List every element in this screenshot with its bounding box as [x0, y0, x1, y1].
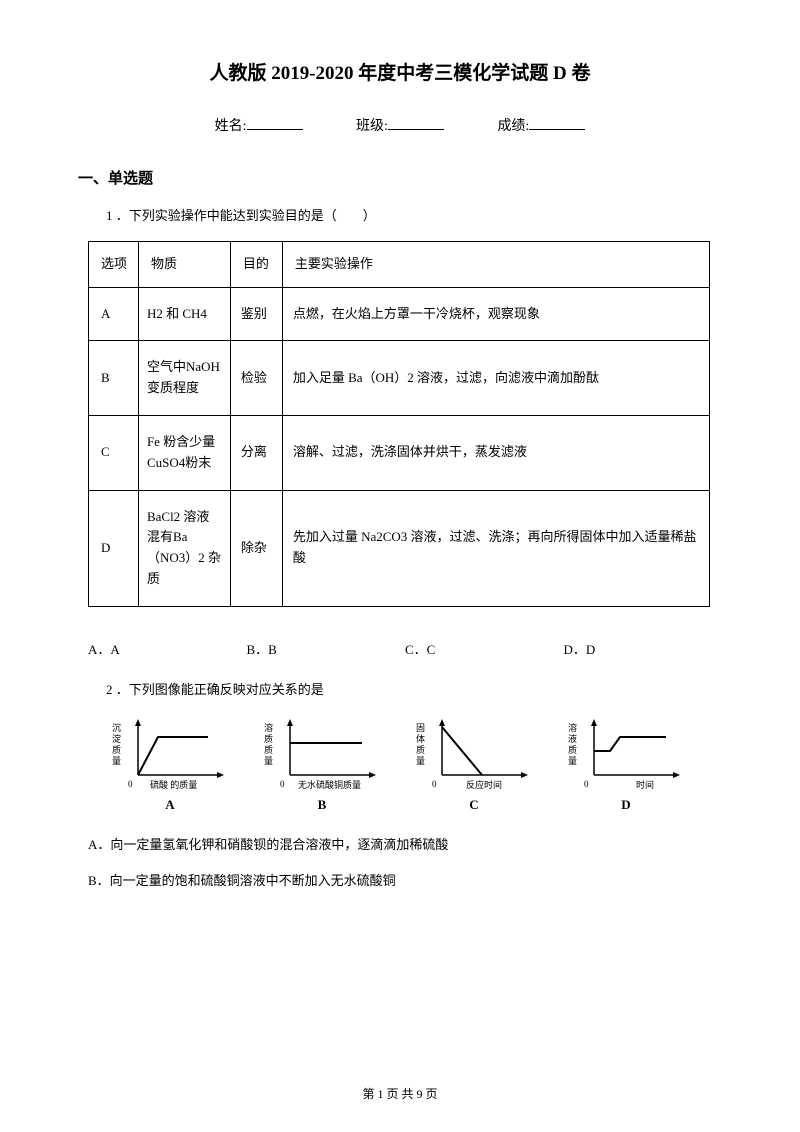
svg-text:0: 0	[280, 779, 285, 789]
cell-purp: 鉴别	[230, 287, 282, 341]
option-c[interactable]: C．C	[405, 639, 564, 658]
option-b[interactable]: B．B	[247, 639, 406, 658]
th-operation: 主要实验操作	[282, 241, 709, 287]
cell-op: 先加入过量 Na2CO3 溶液，过滤、洗涤；再向所得固体中加入适量稀盐酸	[282, 490, 709, 606]
svg-text:时间: 时间	[636, 779, 654, 790]
chart-d: 溶 液 质 量 0 时间 D	[562, 715, 690, 813]
table-row: C Fe 粉含少量 CuSO4粉末 分离 溶解、过滤，洗涤固体并烘干，蒸发滤液	[89, 415, 710, 490]
chart-b-label: B	[258, 797, 386, 813]
svg-text:质: 质	[568, 744, 577, 755]
svg-text:固: 固	[416, 723, 425, 733]
svg-text:质: 质	[264, 733, 273, 744]
class-label: 班级:	[356, 119, 388, 134]
q2-option-b[interactable]: B．向一定量的饱和硫酸铜溶液中不断加入无水硫酸铜	[88, 871, 722, 892]
svg-text:溶: 溶	[264, 722, 273, 733]
cell-op: 点燃，在火焰上方罩一干冷烧杯，观察现象	[282, 287, 709, 341]
cell-opt: D	[89, 490, 139, 606]
svg-text:0: 0	[584, 779, 589, 789]
svg-text:体: 体	[416, 733, 425, 744]
svg-text:硫酸 的质量: 硫酸 的质量	[150, 779, 197, 790]
table-row: D BaCl2 溶液混有Ba（NO3）2 杂质 除杂 先加入过量 Na2CO3 …	[89, 490, 710, 606]
svg-text:0: 0	[432, 779, 437, 789]
chart-c: 固 体 质 量 0 反应时间 C	[410, 715, 538, 813]
table-row: B 空气中NaOH 变质程度 检验 加入足量 Ba（OH）2 溶液，过滤，向滤液…	[89, 341, 710, 416]
option-a[interactable]: A．A	[88, 639, 247, 658]
svg-text:量: 量	[568, 756, 577, 766]
page-footer: 第 1 页 共 9 页	[0, 1085, 800, 1102]
score-blank[interactable]	[529, 129, 585, 130]
svg-text:质: 质	[112, 744, 121, 755]
cell-opt: A	[89, 287, 139, 341]
svg-text:0: 0	[128, 779, 133, 789]
cell-sub: 空气中NaOH 变质程度	[138, 341, 230, 416]
table-header-row: 选项 物质 目的 主要实验操作	[89, 241, 710, 287]
svg-text:质: 质	[416, 744, 425, 755]
chart-a: 沉 淀 质 量 0 硫酸 的质量 A	[106, 715, 234, 813]
svg-text:淀: 淀	[112, 733, 121, 744]
cell-op: 加入足量 Ba（OH）2 溶液，过滤，向滤液中滴加酚酞	[282, 341, 709, 416]
class-blank[interactable]	[388, 129, 444, 130]
charts-row: 沉 淀 质 量 0 硫酸 的质量 A 溶 质 质 量 0 无水硫酸铜质量 B	[106, 715, 722, 813]
svg-text:溶: 溶	[568, 722, 577, 733]
option-d[interactable]: D．D	[564, 639, 723, 658]
table-row: A H2 和 CH4 鉴别 点燃，在火焰上方罩一干冷烧杯，观察现象	[89, 287, 710, 341]
svg-text:质: 质	[264, 744, 273, 755]
svg-text:无水硫酸铜质量: 无水硫酸铜质量	[298, 779, 361, 790]
question-1-table: 选项 物质 目的 主要实验操作 A H2 和 CH4 鉴别 点燃，在火焰上方罩一…	[88, 241, 722, 607]
svg-text:量: 量	[264, 756, 273, 766]
section-heading: 一、单选题	[78, 167, 722, 188]
cell-purp: 分离	[230, 415, 282, 490]
student-info-line: 姓名: 班级: 成绩:	[78, 115, 722, 135]
svg-text:沉: 沉	[112, 723, 121, 733]
question-1-text: 1 ．下列实验操作中能达到实验目的是（ ）	[106, 206, 722, 227]
q2-option-a[interactable]: A．向一定量氢氧化钾和硝酸钡的混合溶液中，逐滴滴加稀硫酸	[88, 835, 722, 856]
svg-text:反应时间: 反应时间	[466, 779, 502, 790]
cell-sub: BaCl2 溶液混有Ba（NO3）2 杂质	[138, 490, 230, 606]
svg-text:液: 液	[568, 733, 577, 744]
cell-sub: Fe 粉含少量 CuSO4粉末	[138, 415, 230, 490]
cell-opt: B	[89, 341, 139, 416]
page-title: 人教版 2019-2020 年度中考三模化学试题 D 卷	[78, 58, 722, 85]
th-substance: 物质	[138, 241, 230, 287]
chart-b: 溶 质 质 量 0 无水硫酸铜质量 B	[258, 715, 386, 813]
th-option: 选项	[89, 241, 139, 287]
svg-text:量: 量	[416, 756, 425, 766]
question-2-text: 2 ．下列图像能正确反映对应关系的是	[106, 680, 722, 701]
cell-purp: 除杂	[230, 490, 282, 606]
chart-d-label: D	[562, 797, 690, 813]
cell-sub: H2 和 CH4	[138, 287, 230, 341]
name-blank[interactable]	[247, 129, 303, 130]
q1-options: A．A B．B C．C D．D	[88, 639, 722, 658]
cell-op: 溶解、过滤，洗涤固体并烘干，蒸发滤液	[282, 415, 709, 490]
cell-opt: C	[89, 415, 139, 490]
chart-c-label: C	[410, 797, 538, 813]
chart-a-label: A	[106, 797, 234, 813]
score-label: 成绩:	[497, 119, 529, 134]
th-purpose: 目的	[230, 241, 282, 287]
cell-purp: 检验	[230, 341, 282, 416]
name-label: 姓名:	[215, 119, 247, 134]
svg-text:量: 量	[112, 756, 121, 766]
